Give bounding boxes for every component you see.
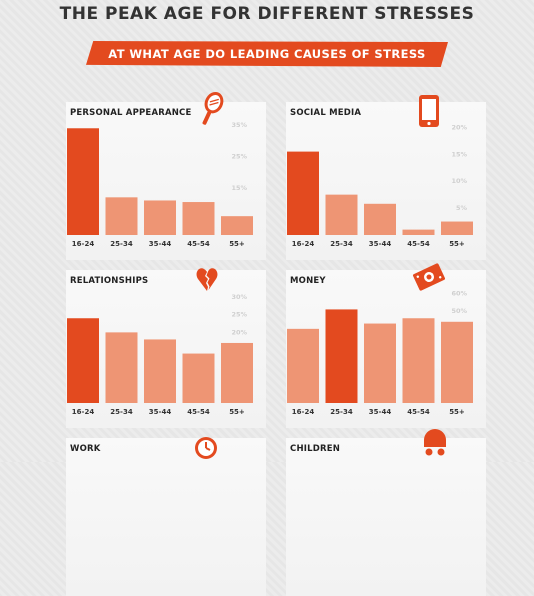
bar-45-54: [182, 353, 215, 403]
bar-55+: [441, 221, 473, 235]
chart-panel-social-media: SOCIAL MEDIA 20% 15% 10% 5% 16-24 25-34 35-44 4…: [286, 95, 486, 260]
x-tick-label: 25-34: [110, 240, 133, 248]
x-tick-label: 25-34: [330, 240, 353, 248]
bar-35-44: [364, 323, 396, 403]
y-tick-label: 10%: [451, 177, 467, 185]
pram-icon: [424, 429, 446, 456]
y-tick-label: 15%: [451, 150, 467, 158]
y-tick-label: 60%: [451, 290, 467, 298]
bar-16-24: [287, 151, 319, 235]
subtitle-banner: AT WHAT AGE DO LEADING CAUSES OF STRESS …: [86, 41, 448, 67]
bar-25-34: [325, 309, 358, 403]
y-tick-label: 20%: [231, 328, 247, 336]
bar-16-24: [67, 318, 99, 403]
bar-45-54: [182, 202, 215, 235]
chart-panel-personal-appearance: PERSONAL APPEARANCE 35%25%15%5%16-2425-3…: [66, 91, 266, 260]
x-tick-label: 35-44: [369, 240, 392, 248]
x-tick-label: 45-54: [407, 240, 430, 248]
x-tick-label: 45-54: [187, 408, 210, 416]
bar-55+: [221, 342, 253, 403]
y-tick-label: 25%: [231, 153, 247, 161]
panel-title: WORK: [70, 444, 101, 454]
y-tick-label: 15%: [231, 184, 247, 192]
bar-55+: [221, 216, 253, 235]
y-tick-label: 20%: [451, 123, 467, 131]
y-tick-label: 5%: [456, 204, 468, 212]
panel-title: SOCIAL MEDIA: [290, 108, 362, 118]
x-tick-label: 55+: [229, 240, 245, 248]
bar-45-54: [402, 318, 435, 403]
bar-25-34: [105, 332, 138, 403]
bar-25-34: [105, 197, 138, 235]
x-tick-label: 55+: [449, 408, 465, 416]
x-tick-label: 25-34: [330, 408, 353, 416]
mirror-icon: [202, 91, 224, 125]
x-tick-label: 16-24: [292, 408, 315, 416]
page-title: THE PEAK AGE FOR DIFFERENT STRESSES: [59, 4, 475, 24]
bar-25-34: [325, 194, 358, 235]
x-tick-label: 45-54: [187, 240, 210, 248]
x-tick-label: 35-44: [149, 408, 172, 416]
x-tick-label: 16-24: [292, 240, 315, 248]
bar-35-44: [144, 339, 176, 403]
bar-35-44: [364, 203, 396, 235]
bar-16-24: [287, 328, 319, 403]
y-tick-label: 50%: [451, 307, 467, 315]
chart-plot: 20% 15% 10% 5% 16-24 25-34 35-44 45-54 55+: [287, 123, 473, 248]
panel-title: PERSONAL APPEARANCE: [70, 108, 192, 118]
smartphone-icon: [419, 95, 439, 127]
y-tick-label: 25%: [231, 311, 247, 319]
x-tick-label: 55+: [229, 408, 245, 416]
clock-icon: [195, 437, 217, 459]
x-tick-label: 16-24: [72, 408, 95, 416]
panel-title: RELATIONSHIPS: [70, 276, 149, 286]
bar-35-44: [144, 200, 176, 235]
chart-panel-money: MONEY 60%50%40%20%16-2425-3435-4445-5455…: [286, 263, 486, 428]
broken-heart-icon: [196, 268, 218, 291]
y-tick-label: 35%: [231, 121, 247, 129]
x-tick-label: 35-44: [369, 408, 392, 416]
panel-title: CHILDREN: [290, 444, 341, 454]
bar-55+: [441, 321, 473, 403]
x-tick-label: 25-34: [110, 408, 133, 416]
chart-panel-relationships: RELATIONSHIPS 30%25%20%15%10%5%16-2425-3…: [66, 268, 266, 428]
x-tick-label: 16-24: [72, 240, 95, 248]
x-tick-label: 55+: [449, 240, 465, 248]
bar-16-24: [67, 128, 99, 235]
bar-45-54: [402, 229, 435, 235]
x-tick-label: 45-54: [407, 408, 430, 416]
banknote-icon: [413, 263, 445, 291]
y-tick-label: 30%: [231, 293, 247, 301]
panel-title: MONEY: [290, 276, 326, 286]
x-tick-label: 35-44: [149, 240, 172, 248]
